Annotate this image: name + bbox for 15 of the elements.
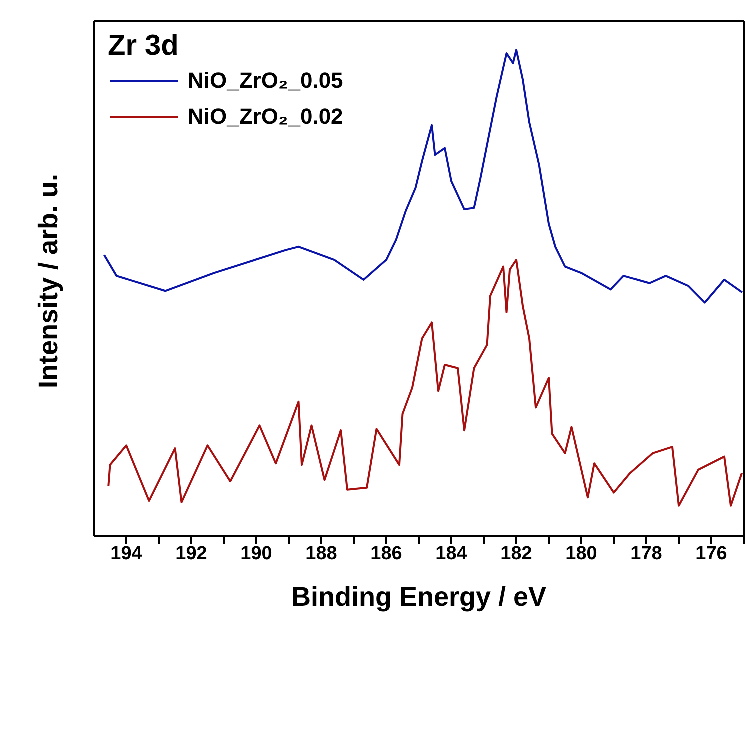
legend-label: NiO_ZrO₂_0.05 [188,68,344,94]
chart-title: Zr 3d [108,30,179,63]
x-tick-label: 194 [110,543,143,564]
x-tick-label: 186 [370,543,402,564]
x-tick-label: 192 [176,543,208,564]
x-tick-label: 178 [630,543,662,564]
legend-label: NiO_ZrO₂_0.02 [188,104,344,130]
x-axis-title: Binding Energy / eV [291,582,547,612]
x-tick-label: 184 [436,543,468,564]
x-tick-label: 176 [696,543,728,564]
x-tick-label: 180 [566,543,598,564]
x-tick-label: 188 [306,543,338,564]
x-tick-label: 190 [240,543,272,564]
y-axis-title: Intensity / arb. u. [34,174,64,388]
x-tick-label: 182 [500,543,532,564]
